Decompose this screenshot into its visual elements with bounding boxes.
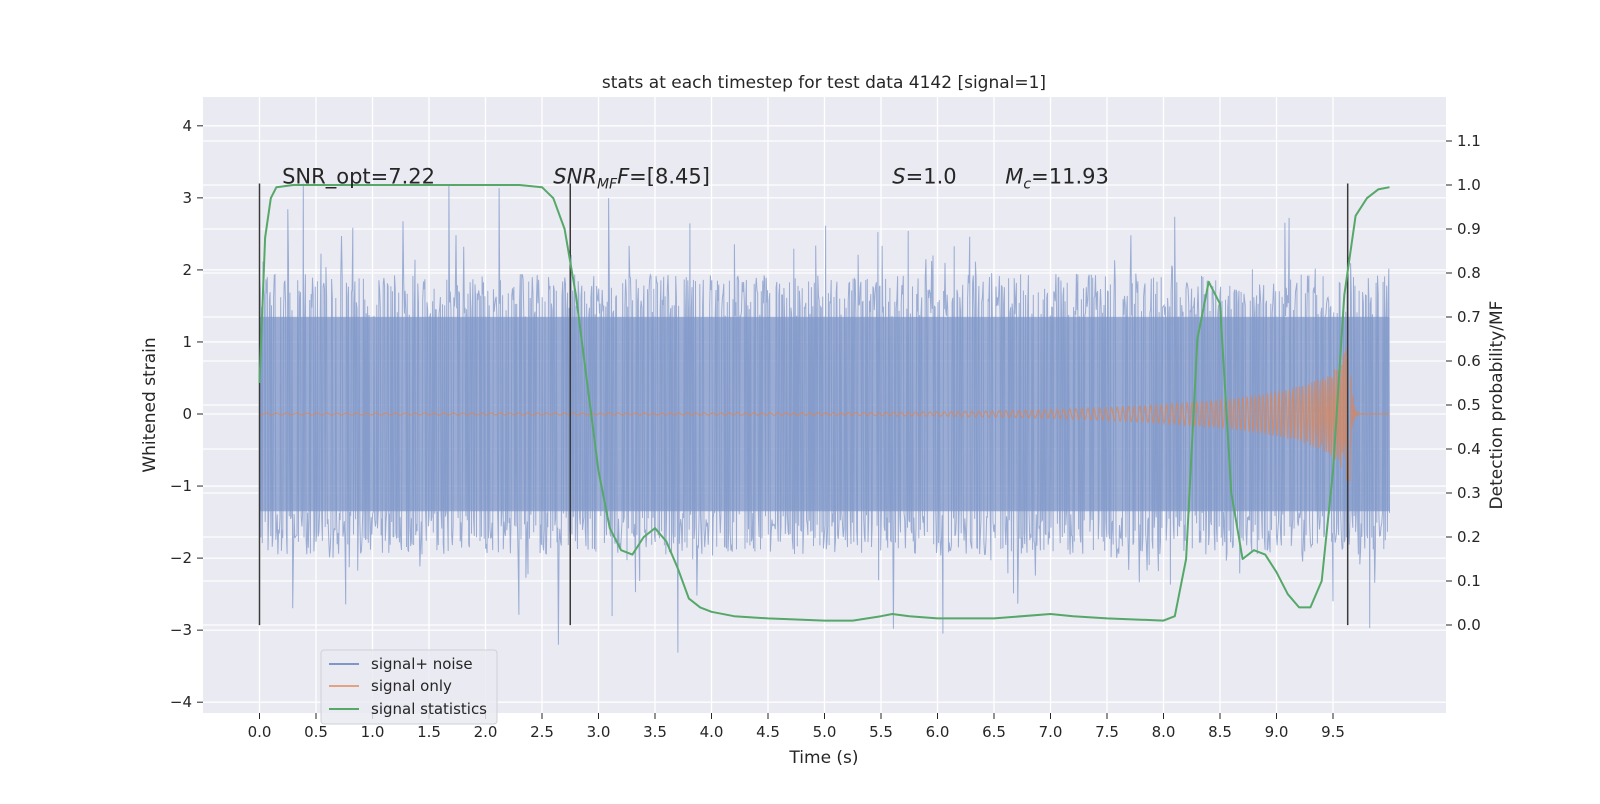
x-tick-label: 5.0 [813,723,837,741]
x-tick-label: 6.0 [926,723,950,741]
x-axis-label: Time (s) [788,748,858,768]
legend-label-signal-statistics: signal statistics [371,700,487,718]
y-right-tick-label: 0.0 [1457,616,1481,634]
y-right-tick-label: 0.7 [1457,308,1481,326]
x-tick-label: 9.5 [1321,723,1345,741]
legend-label-signal-only: signal only [371,677,452,695]
y-right-tick-label: 0.4 [1457,440,1481,458]
x-tick-label: 6.5 [982,723,1006,741]
annotation-0: SNR_opt=7.22 [282,164,435,189]
annotation-2: S=1.0 [892,164,956,188]
y-tick-label: −3 [170,621,192,639]
chart-title: stats at each timestep for test data 414… [602,73,1046,93]
y-right-tick-label: 0.3 [1457,484,1481,502]
annotation-3: Mc=11.93 [1005,164,1109,192]
x-tick-label: 2.5 [530,723,554,741]
y-tick-label: −4 [170,693,192,711]
x-tick-label: 5.5 [869,723,893,741]
y-tick-label: 0 [182,405,192,423]
y-axis-label-right: Detection probability/MF [1487,301,1507,510]
annotations: SNR_opt=7.22 SNRMFF=[8.45] S=1.0 Mc=11.93 [282,164,1109,192]
legend: signal+ noise signal only signal statist… [320,649,498,725]
y-right-tick-label: 1.0 [1457,176,1481,194]
y-tick-label: −2 [170,549,192,567]
y-right-tick-label: 1.1 [1457,132,1481,150]
x-tick-label: 0.5 [304,723,328,741]
y-right-tick-label: 0.8 [1457,264,1481,282]
signal-only-line [259,348,1390,482]
x-tick-label: 2.0 [474,723,498,741]
y-tick-label: −1 [170,477,192,495]
x-tick-label: 0.0 [248,723,272,741]
y-tick-label: 2 [182,261,192,279]
x-tick-label: 7.5 [1095,723,1119,741]
x-tick-label: 8.5 [1208,723,1232,741]
x-tick-label: 1.0 [361,723,385,741]
y-axis-label-left: Whitened strain [140,337,160,472]
y-right-tick-label: 0.9 [1457,220,1481,238]
x-tick-label: 8.0 [1152,723,1176,741]
signal-only-series [259,348,1390,482]
y-right-tick-label: 0.5 [1457,396,1481,414]
x-tick-label: 7.0 [1039,723,1063,741]
x-tick-label: 4.0 [700,723,724,741]
y-right-tick-label: 0.6 [1457,352,1481,370]
signal-statistics-series [258,184,1390,622]
annotation-1: SNRMFF=[8.45] [553,164,710,192]
x-tick-label: 9.0 [1265,723,1289,741]
x-tick-label: 4.5 [756,723,780,741]
tick-labels: 0.0 0.5 1.0 1.5 2.0 2.5 3.0 3.5 4.0 4.5 5.0 5.5 6.0 6… [170,117,1481,741]
legend-box [320,649,498,725]
x-tick-label: 3.5 [643,723,667,741]
signal-statistics-line [258,184,1390,622]
y-tick-label: 4 [182,117,192,135]
y-right-tick-label: 0.1 [1457,572,1481,590]
y-tick-label: 3 [182,189,192,207]
legend-label-signal-noise: signal+ noise [371,655,473,673]
x-tick-label: 1.5 [417,723,441,741]
y-tick-label: 1 [182,333,192,351]
x-tick-label: 3.0 [587,723,611,741]
y-right-tick-label: 0.2 [1457,528,1481,546]
